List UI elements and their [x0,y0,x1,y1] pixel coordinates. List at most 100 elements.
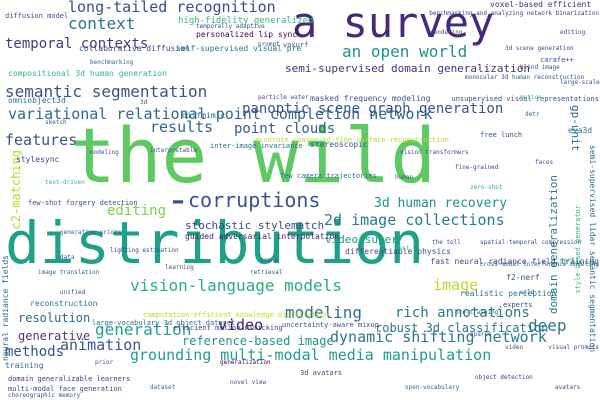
word-long-tailed: long-tailed recognition [68,0,276,16]
word-diffmimic: diffmimic [182,111,226,120]
word-a-survey: a survey [292,0,495,47]
word-panoptic: panoptic scene graph generation [242,101,504,117]
word-animation: animation [60,336,142,354]
word-vision-language: vision-language models [130,276,342,295]
word-stereoscopic: stereoscopic [310,140,368,149]
word-visual-prompts: visual prompts [548,344,599,351]
word-temporally-adaptive: temporally adaptive [196,23,265,30]
word-eva3d: eva3d [568,126,593,135]
word-monocular-3d: monocular 3d human reconstruction [465,74,585,81]
word-zero-shot: zero-shot [470,184,503,191]
word-learning: learning [165,264,194,271]
word-3d-human-recovery: 3d human recovery [374,196,508,211]
word-fine-grained: fine-grained [455,164,499,171]
word-image: image [433,276,479,294]
word-voxurf: voxurf [283,41,309,49]
word-sketch: sketch [45,119,67,126]
word-features: features [5,131,78,149]
word-scene: scene [260,257,279,264]
word-grounding: grounding multi-modal media manipulation [130,346,492,364]
word-reference-based: reference-based image [182,334,334,348]
word-generation: generation [95,320,192,339]
word-nerf: nerf [560,257,575,264]
word-corruptions: corruptions [188,188,321,212]
word-unsupervised-visual: unsupervised visual representations [451,95,599,103]
word-compositional: compositional 3d human generation [8,69,167,78]
word-video-small: video [505,344,524,351]
word-carafe: carafe++ [540,56,574,64]
word-prompt: prompt [258,41,280,48]
word-deep: deep [528,316,567,335]
word-motion: motion [520,94,542,101]
word-gp-unit: gp-unit [569,105,582,152]
word-inter-image: inter-image invariance [210,142,303,150]
word-few-camera: few camera trajectories [280,172,377,180]
word-semantic-segmentation: semantic segmentation [5,82,208,101]
word-prior: prior [95,359,114,366]
word-resolution: resolution [18,311,91,325]
word-video: video [218,316,264,334]
word-semi-supervised-domain: semi-supervised domain generalization [285,62,531,75]
word-style-based: style-based generator [574,205,582,294]
word-large-vocabulary: large-vocabulary 3d object dataset [92,319,236,327]
word-faces: faces [535,159,554,166]
word-an-open-world: an open world [342,42,468,61]
word-variational: variational relational point completion … [8,105,433,123]
word-f2-nerf: f2-nerf [506,273,540,282]
word-open-vocabulary: open-vocabulary [405,384,460,391]
word-dynamic-shifting: dynamic shifting network [330,328,547,346]
word-retrieval: retrieval [250,269,283,276]
word-3d: 3d [140,99,148,106]
word-modeling-small: modeling [90,149,119,156]
word-semi-supervised-lidar: semi-supervised lidar semantic segmentat… [588,145,597,353]
word-editing: editing [107,203,167,219]
word-generative-priors: generative priors [60,229,122,236]
word-stylesync: stylesync [16,155,60,164]
word-benchmarking: benchmarking [90,59,134,66]
word-3d-scene-generation: 3d scene generation [505,45,574,52]
word-personalized-lip-sync: personalized lip sync [196,30,298,39]
word-collaborative: collaborative diffusion [79,44,190,53]
word-large-scale: large-scale [560,79,600,86]
word-guided-adversarial: guided adversarial interpolation [185,232,340,241]
word-generalization: generalization [220,359,271,366]
word-multi-modal-face: multi-modal face generation [8,385,122,393]
word-differentiable: differentiable physics [345,247,451,256]
word-realistic-perception: realistic perception [460,289,557,298]
word-benchmarking-binarization: benchmarking and analyzing network binar… [429,10,599,17]
word-choreographic: choreographic memory [8,392,81,399]
word-dash: - [166,177,191,223]
word-accurate-surface: accurate coarse-to-fine surface reconstr… [255,136,449,144]
word-efficient-motion: efficient motion mimicking [173,324,283,332]
word-cross-modal: cross-modal interference modeling [479,261,599,268]
word-free-lunch: free lunch [480,131,523,139]
word-the-toll: the toll [432,239,461,246]
word-context: context [68,14,136,33]
word-masked-frequency: masked frequency modeling [310,94,431,103]
word-computation-efficient: computation-efficient knowledge distilla… [143,311,329,319]
word-rich-annotations: rich annotations [395,305,530,321]
word-avatars: avatars [555,384,581,391]
word-robust-3d: robust 3d classification [375,321,549,335]
word-results: results [150,118,214,136]
word-object-detection: object detection [475,374,533,381]
word-fast-nerf-training: fast neural radiance field training [430,257,599,266]
word-lighting-estimation: lighting estimation [110,247,179,254]
word-blind-image: blind image [520,64,560,71]
word-generative: generative [18,329,91,343]
word-temporal-contexts: temporal contexts [5,36,149,52]
word-methods: methods [5,344,65,360]
word-human: human [395,174,414,181]
word-experts: experts [503,301,533,309]
word-few-shot-forgery: few-shot forgery detection [28,199,138,207]
word-image-translation: image translation [38,269,100,276]
word-pre-training: pre-training [455,309,499,316]
word-editing-small: editing [560,29,586,36]
word-fast: fast [395,245,410,252]
word-rendering: rendering [430,29,463,36]
word-data: data [60,254,75,261]
word-video-super: video super [325,233,398,246]
word-wild: wild [520,289,535,296]
word-point-clouds: point clouds [234,121,336,137]
